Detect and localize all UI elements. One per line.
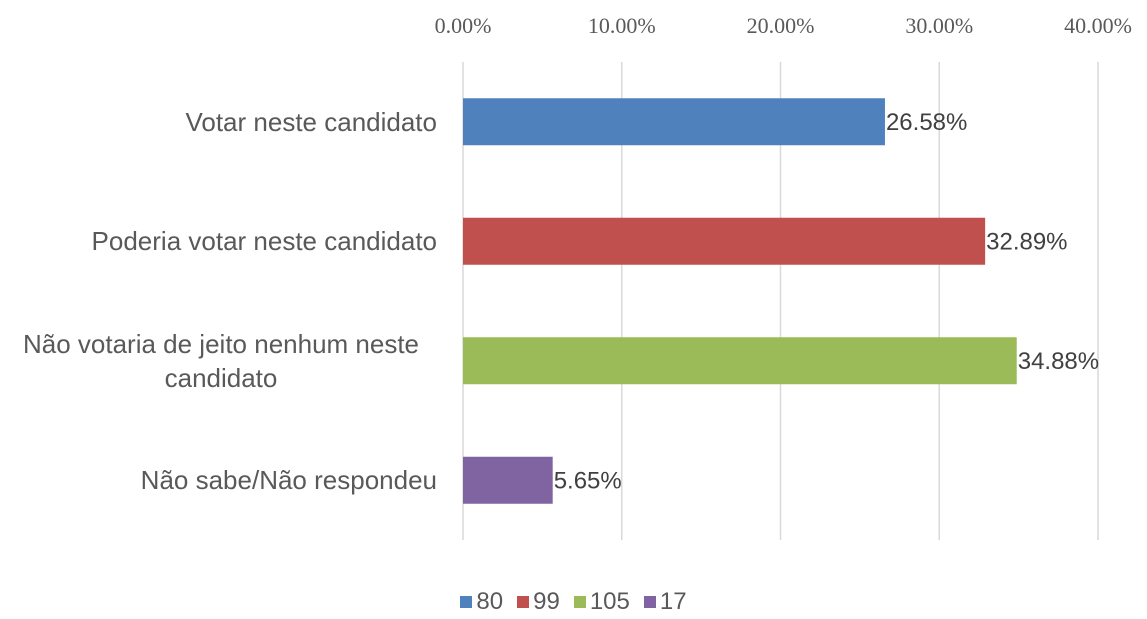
bar bbox=[463, 456, 553, 504]
legend-swatch bbox=[460, 596, 473, 608]
x-tick-label: 30.00% bbox=[905, 13, 973, 38]
data-label: 5.65% bbox=[554, 468, 622, 495]
legend-swatch bbox=[517, 596, 530, 608]
x-tick-label: 40.00% bbox=[1064, 13, 1132, 38]
x-tick-label: 10.00% bbox=[588, 13, 656, 38]
category-label: Votar neste candidato bbox=[185, 106, 437, 137]
legend-label: 99 bbox=[533, 588, 560, 615]
legend-item: 105 bbox=[573, 588, 630, 616]
category-label: Poderia votar neste candidato bbox=[91, 226, 437, 257]
category-label-box: Votar neste candidato bbox=[185, 82, 437, 162]
legend-item: 99 bbox=[517, 588, 560, 616]
category-label-box: Não votaria de jeito nenhum neste candid… bbox=[5, 321, 437, 401]
category-label: Não sabe/Não respondeu bbox=[140, 465, 437, 496]
bar bbox=[463, 337, 1017, 385]
data-label: 34.88% bbox=[1018, 348, 1099, 375]
x-tick-label: 20.00% bbox=[747, 13, 815, 38]
legend-swatch bbox=[643, 596, 656, 608]
category-label: Não votaria de jeito nenhum neste candid… bbox=[22, 328, 420, 393]
legend-swatch bbox=[573, 596, 586, 608]
legend-label: 105 bbox=[589, 588, 630, 615]
x-tick-label: 0.00% bbox=[435, 13, 492, 38]
data-label: 32.89% bbox=[986, 229, 1067, 256]
legend-label: 80 bbox=[476, 588, 504, 615]
legend-label: 17 bbox=[659, 588, 687, 615]
category-label-box: Poderia votar neste candidato bbox=[92, 201, 437, 281]
bar bbox=[463, 98, 885, 146]
legend-item: 17 bbox=[643, 588, 687, 616]
bar bbox=[463, 217, 986, 265]
legend-item: 80 bbox=[460, 588, 503, 616]
legend: 80 99 105 17 bbox=[0, 588, 1147, 616]
category-label-box: Não sabe/Não respondeu bbox=[141, 440, 437, 520]
data-label: 26.58% bbox=[886, 109, 967, 136]
